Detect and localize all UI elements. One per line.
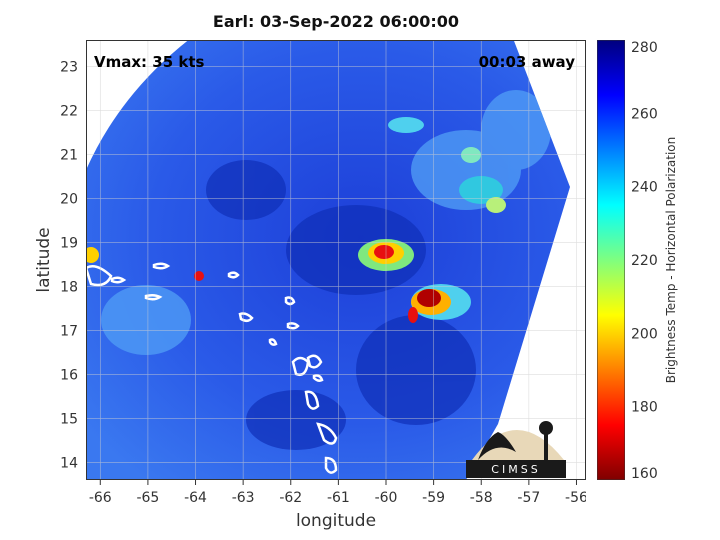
chart-title: Earl: 03-Sep-2022 06:00:00 [212, 12, 460, 31]
x-tick-label: -66 [89, 490, 112, 506]
x-tick-label: -65 [136, 490, 159, 506]
colorbar-label: Brightness Temp - Horizontal Polarizatio… [664, 136, 678, 384]
x-tick-label: -58 [470, 490, 493, 506]
x-tick-label: -62 [279, 490, 302, 506]
y-tick-label: 15 [60, 411, 78, 427]
time-away-label: 00:03 away [478, 53, 575, 71]
grid-lines [86, 40, 586, 480]
y-tick-label: 14 [60, 455, 78, 471]
map-plot-area: CIMSS [86, 40, 586, 480]
y-tick-label: 18 [60, 279, 78, 295]
island-coastlines [86, 262, 338, 474]
x-axis-ticks: -66 -65 -64 -63 -62 -61 -60 -59 -58 -57 -56 [89, 480, 586, 506]
x-tick-label: -57 [517, 490, 540, 506]
y-tick-label: 17 [60, 323, 78, 339]
x-axis-label: longitude [295, 511, 377, 531]
x-tick-label: -60 [375, 490, 398, 506]
y-tick-label: 19 [60, 235, 78, 251]
colorbar-tick-label: 220 [631, 253, 658, 269]
colorbar-tick-label: 180 [631, 400, 658, 416]
y-tick-label: 22 [60, 103, 78, 119]
x-tick-label: -64 [184, 490, 207, 506]
x-tick-label: -61 [327, 490, 350, 506]
x-tick-label: -63 [232, 490, 255, 506]
colorbar [597, 40, 625, 480]
cimss-logo: CIMSS [466, 421, 566, 478]
colorbar-tick-label: 280 [631, 40, 658, 56]
y-tick-label: 23 [60, 59, 78, 75]
colorbar-tick-label: 260 [631, 106, 658, 122]
colorbar-tick-label: 240 [631, 180, 658, 196]
logo-text: CIMSS [491, 463, 540, 476]
x-tick-label: -56 [565, 490, 586, 506]
y-tick-label: 21 [60, 147, 78, 163]
colorbar-tick-label: 200 [631, 326, 658, 342]
colorbar-ticks: 160 180 200 220 240 260 280 [631, 40, 658, 480]
colorbar-tick-label: 160 [631, 466, 658, 480]
y-axis-label: latitude [34, 227, 54, 293]
y-axis-ticks: 14 15 16 17 18 19 20 21 22 23 [60, 59, 78, 471]
vmax-label: Vmax: 35 kts [94, 53, 205, 71]
x-tick-label: -59 [422, 490, 445, 506]
y-tick-label: 20 [60, 191, 78, 207]
y-tick-label: 16 [60, 367, 78, 383]
